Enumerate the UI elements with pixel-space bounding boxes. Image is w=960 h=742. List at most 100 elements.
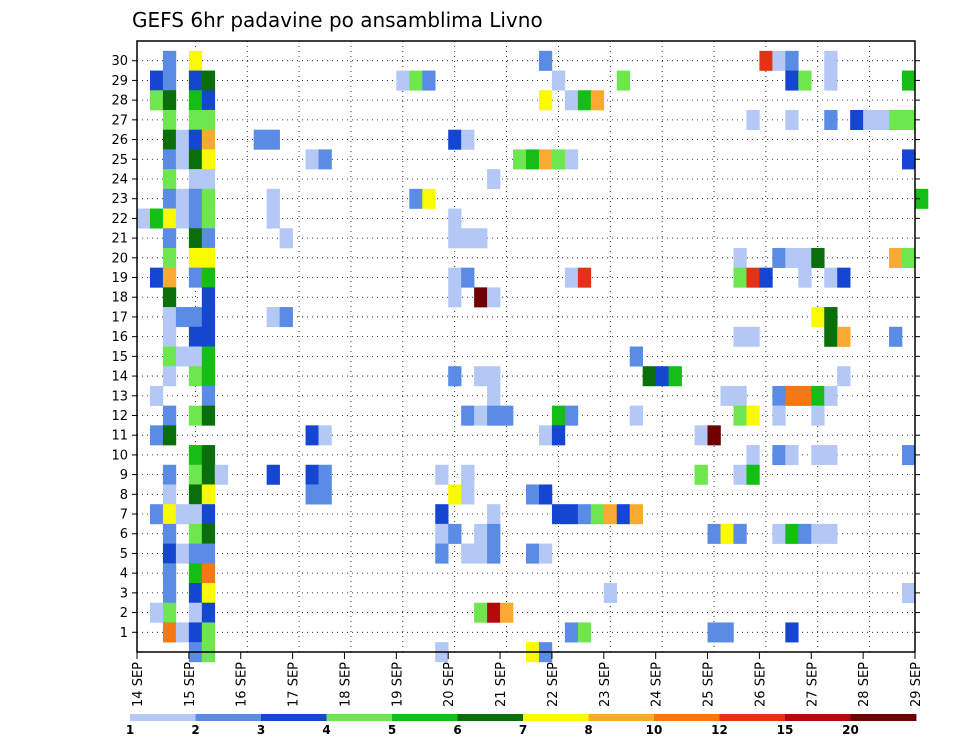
- heatmap-cell: [162, 346, 177, 367]
- heatmap-cell: [655, 366, 669, 387]
- heatmap-cell: [305, 464, 319, 485]
- heatmap-cell: [811, 385, 825, 406]
- heatmap-cell: [305, 484, 319, 505]
- heatmap-cell: [162, 109, 177, 130]
- heatmap-cell: [629, 346, 643, 367]
- heatmap-cell: [772, 50, 786, 71]
- heatmap-cell: [526, 484, 540, 505]
- heatmap-cell: [798, 385, 812, 406]
- heatmap-cell: [824, 267, 838, 288]
- heatmap-cell: [149, 602, 164, 623]
- heatmap-cell: [551, 405, 566, 426]
- heatmap-cell: [188, 228, 203, 249]
- heatmap-cell: [266, 208, 280, 229]
- heatmap-cell: [149, 504, 164, 525]
- colorbar-swatch: [523, 714, 589, 721]
- heatmap-cell: [162, 523, 177, 544]
- x-tick-label: 26 SEP: [753, 662, 768, 707]
- x-tick-label: 16 SEP: [235, 662, 250, 707]
- heatmap-cell: [902, 583, 916, 604]
- heatmap-cell: [487, 523, 501, 544]
- heatmap-cells: [137, 50, 929, 663]
- heatmap-cell: [616, 504, 631, 525]
- heatmap-cell: [733, 385, 747, 406]
- heatmap-cell: [435, 464, 449, 485]
- heatmap-cell: [487, 169, 501, 190]
- heatmap-cell: [746, 267, 760, 288]
- heatmap-cell: [564, 504, 579, 525]
- y-tick-label: 30: [111, 54, 128, 69]
- heatmap-cell: [824, 307, 838, 328]
- y-tick-label: 16: [111, 330, 128, 345]
- heatmap-cell: [538, 90, 553, 111]
- heatmap-cell: [551, 504, 566, 525]
- heatmap-cell: [162, 129, 177, 150]
- heatmap-cell: [824, 523, 838, 544]
- colorbar-label: 1: [126, 723, 134, 737]
- y-tick-label: 4: [120, 567, 128, 582]
- heatmap-cell: [188, 307, 203, 328]
- heatmap-cell: [162, 602, 177, 623]
- heatmap-cell: [188, 129, 203, 150]
- heatmap-cell: [279, 228, 293, 249]
- heatmap-cell: [149, 90, 164, 111]
- heatmap-cell: [746, 326, 760, 347]
- heatmap-cell: [149, 385, 164, 406]
- heatmap-cell: [824, 326, 838, 347]
- y-tick-label: 15: [111, 350, 128, 365]
- heatmap-cell: [642, 366, 656, 387]
- heatmap-cell: [201, 169, 216, 190]
- heatmap-cell: [915, 188, 929, 209]
- heatmap-cell: [318, 425, 332, 446]
- heatmap-cell: [487, 385, 501, 406]
- y-tick-label: 25: [111, 153, 128, 168]
- y-tick-label: 1: [120, 626, 128, 641]
- heatmap-cell: [422, 70, 436, 91]
- colorbar-swatch: [326, 714, 393, 721]
- heatmap-cell: [201, 70, 216, 91]
- heatmap-cell: [733, 326, 747, 347]
- heatmap-cell: [149, 70, 164, 91]
- heatmap-cell: [162, 583, 177, 604]
- y-tick-label: 12: [111, 409, 128, 424]
- heatmap-cell: [188, 109, 203, 130]
- heatmap-cell: [487, 504, 501, 525]
- chart-title: GEFS 6hr padavine po ansamblima Livno: [132, 8, 543, 32]
- heatmap-cell: [162, 90, 177, 111]
- heatmap-cell: [279, 307, 293, 328]
- heatmap-cell: [201, 405, 216, 426]
- colorbar-swatch: [719, 714, 786, 721]
- heatmap-cell: [305, 149, 319, 170]
- heatmap-cell: [175, 543, 190, 564]
- x-tick-label: 19 SEP: [390, 662, 405, 707]
- colorbar-swatch: [261, 714, 327, 721]
- y-tick-label: 7: [120, 508, 128, 523]
- x-tick-label: 21 SEP: [494, 662, 509, 707]
- heatmap-cell: [201, 484, 216, 505]
- heatmap-cell: [318, 464, 332, 485]
- heatmap-cell: [188, 563, 203, 584]
- heatmap-cell: [188, 602, 203, 623]
- heatmap-cell: [707, 622, 721, 643]
- x-tick-label: 17 SEP: [287, 662, 302, 707]
- heatmap-cell: [707, 425, 721, 446]
- heatmap-cell: [162, 563, 177, 584]
- heatmap-cell: [720, 385, 734, 406]
- x-tick-label: 22 SEP: [546, 662, 561, 707]
- heatmap-cell: [798, 70, 812, 91]
- heatmap-cell: [162, 484, 177, 505]
- heatmap-cell: [409, 188, 423, 209]
- heatmap-cell: [785, 109, 799, 130]
- heatmap-cell: [253, 129, 267, 150]
- heatmap-cell: [188, 149, 203, 170]
- heatmap-cell: [162, 247, 177, 268]
- heatmap-cell: [551, 70, 566, 91]
- heatmap-cell: [720, 622, 734, 643]
- heatmap-cell: [448, 523, 462, 544]
- x-tick-label: 28 SEP: [857, 662, 872, 707]
- y-tick-label: 3: [120, 586, 128, 601]
- colorbar-label: 7: [519, 723, 527, 737]
- heatmap-cell: [474, 287, 488, 308]
- heatmap-cell: [785, 247, 799, 268]
- heatmap-cell: [694, 425, 708, 446]
